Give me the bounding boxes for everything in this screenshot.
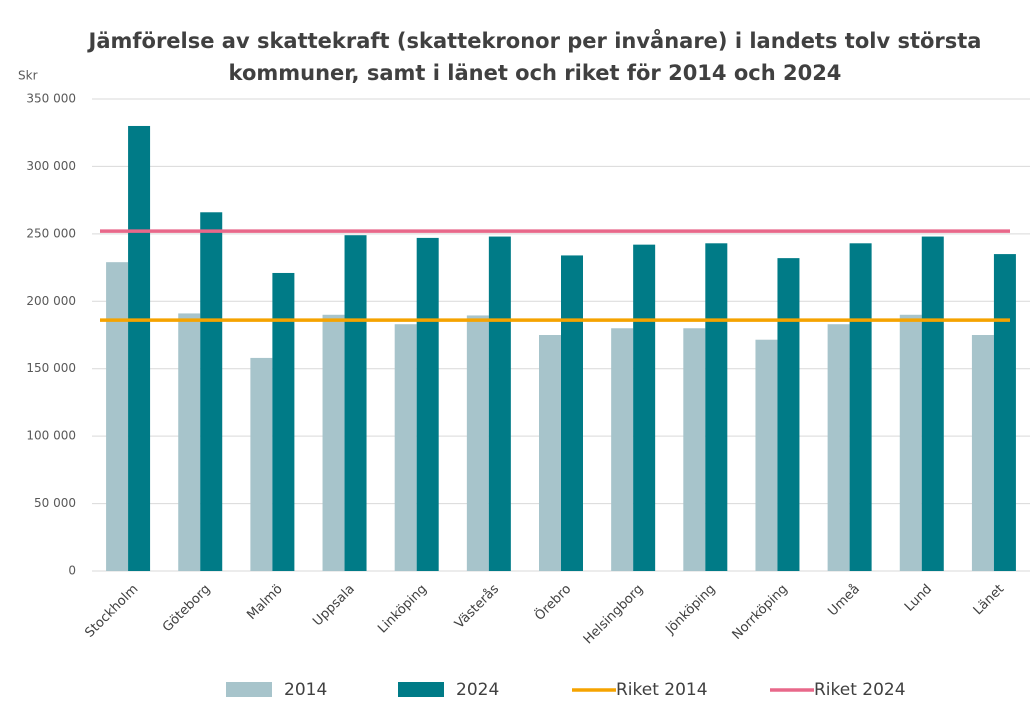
legend-swatch: [398, 682, 444, 697]
x-tick-label: Göteborg: [160, 582, 214, 636]
legend-label: Riket 2024: [814, 680, 906, 700]
bar: [200, 212, 223, 571]
bar: [272, 272, 295, 571]
x-tick-label: Örebro: [531, 580, 575, 624]
bar: [921, 236, 944, 571]
y-tick-label: 100 000: [26, 429, 76, 443]
x-tick-label: Uppsala: [310, 582, 358, 630]
bar: [849, 243, 872, 571]
x-tick-label: Malmö: [244, 582, 285, 623]
bar: [777, 258, 800, 571]
bar: [322, 314, 345, 571]
bar: [683, 328, 706, 571]
bar: [971, 335, 994, 571]
bar: [128, 125, 151, 571]
x-tick-label: Helsingborg: [581, 582, 647, 648]
x-tick-label: Umeå: [825, 582, 863, 620]
y-axis-label: Skr: [18, 69, 38, 83]
chart-title: kommuner, samt i länet och riket för 201…: [229, 61, 842, 85]
bar: [488, 236, 511, 571]
legend-label: 2024: [456, 680, 499, 700]
x-tick-label: Lund: [902, 582, 935, 615]
y-tick-label: 150 000: [26, 361, 76, 375]
y-tick-label: 350 000: [26, 92, 76, 106]
bar: [178, 313, 201, 571]
x-tick-label: Stockholm: [82, 582, 141, 641]
x-tick-label: Norrköping: [730, 582, 791, 643]
x-tick-label: Linköping: [375, 582, 430, 637]
bar: [466, 315, 489, 571]
bar: [899, 314, 922, 571]
bar: [539, 335, 561, 571]
y-tick-label: 250 000: [26, 226, 76, 240]
x-tick-label: Västerås: [452, 582, 502, 632]
bar: [611, 328, 634, 571]
bar: [344, 235, 367, 571]
chart-title: Jämförelse av skattekraft (skattekronor …: [87, 28, 982, 53]
legend-label: Riket 2014: [616, 680, 708, 700]
bar: [705, 243, 728, 571]
y-tick-label: 0: [68, 564, 76, 578]
bar: [633, 244, 656, 571]
y-tick-label: 50 000: [34, 496, 76, 510]
x-tick-label: Jönköping: [662, 582, 718, 638]
y-tick-label: 200 000: [26, 294, 76, 308]
bar: [561, 255, 583, 572]
bar: [416, 237, 439, 571]
legend-label: 2014: [284, 680, 327, 700]
bar: [993, 254, 1016, 572]
bar: [827, 324, 850, 571]
bar: [755, 339, 778, 571]
y-tick-label: 300 000: [26, 159, 76, 173]
bar: [106, 262, 129, 571]
bar: [250, 357, 273, 571]
x-tick-label: Länet: [971, 582, 1007, 618]
bar: [394, 324, 417, 571]
legend-swatch: [226, 682, 272, 697]
